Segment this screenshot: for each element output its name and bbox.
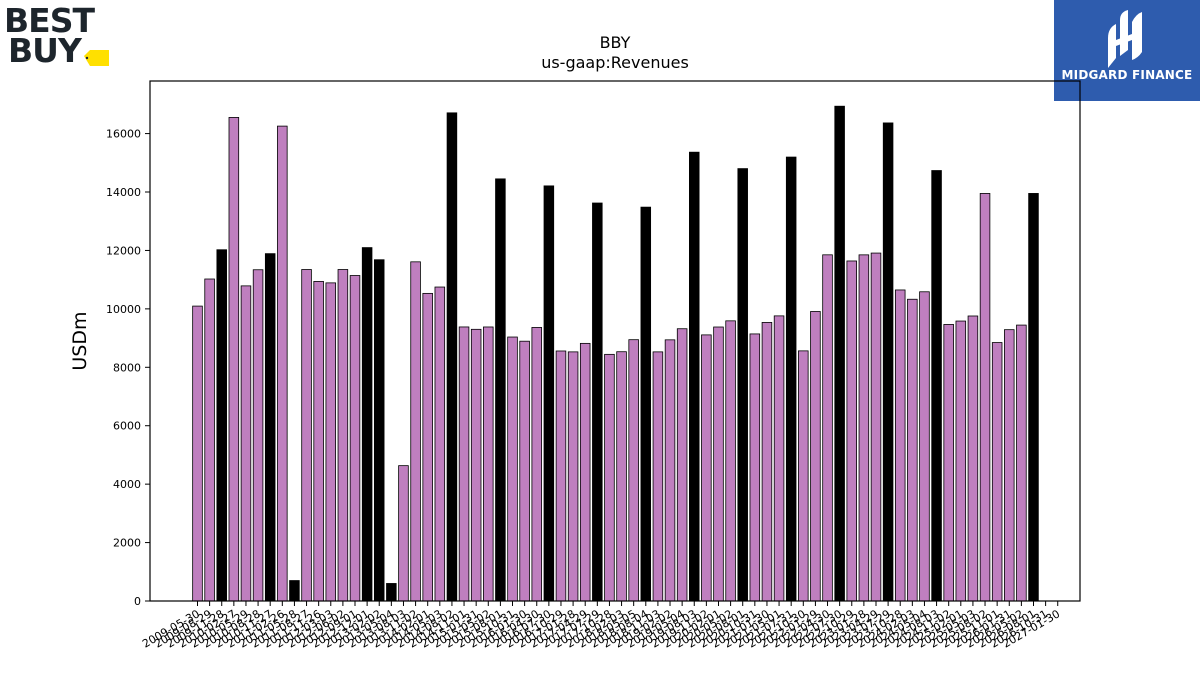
bar-2016-04-30: [531, 327, 542, 602]
bar-2014-11-01: [458, 326, 470, 602]
bar-2022-07-30: [834, 105, 845, 602]
bar-2021-07-31: [785, 156, 797, 602]
bar-2010-11-27: [264, 253, 276, 602]
bar-2010-05-29: [240, 285, 252, 602]
bar-2017-07-29: [592, 202, 603, 602]
bar-2009-08-29: [204, 278, 215, 602]
bar-2021-05-01: [773, 315, 785, 602]
midgard-finance-name: MIDGARD FINANCE: [1061, 68, 1193, 82]
plot-frame: [149, 80, 1081, 602]
bar-2011-02-26: [277, 125, 288, 602]
y-tick-label: 8000: [113, 361, 141, 374]
bar-2016-10-29: [555, 350, 567, 602]
bar-2024-11-02: [943, 324, 954, 602]
bar-2020-10-31: [749, 333, 761, 602]
bar-2022-10-29: [846, 260, 857, 602]
bar-2018-08-04: [640, 206, 652, 602]
x-ticks-group: 2009-05-302009-08-292009-11-282010-02-27…: [140, 601, 1062, 651]
bar-2018-02-03: [616, 351, 627, 602]
bar-2018-11-03: [652, 351, 664, 602]
bar-2011-05-28: [289, 580, 300, 602]
chart-subtitle: us-gaap:Revenues: [541, 53, 689, 72]
bars-group: [192, 105, 1039, 602]
bar-2013-02-02: [373, 259, 385, 602]
bar-2026-01-31: [1004, 329, 1015, 602]
best-buy-logo-line2: BUY: [8, 31, 83, 70]
chart-title: BBY: [600, 33, 631, 52]
bar-2015-01-31: [470, 328, 482, 602]
price-tag-icon: [84, 50, 109, 66]
y-tick-label: 10000: [106, 303, 141, 316]
bar-2017-10-28: [604, 353, 615, 602]
bar-2012-12-01: [361, 247, 373, 602]
bar-2023-01-28: [858, 254, 870, 602]
bar-2014-05-03: [434, 286, 446, 602]
bar-2020-05-02: [725, 320, 736, 602]
bar-2024-02-03: [907, 298, 918, 602]
y-tick-label: 4000: [113, 478, 141, 491]
bar-2018-05-05: [628, 339, 639, 602]
bar-2012-06-02: [337, 269, 349, 602]
bar-2020-08-01: [737, 168, 748, 602]
bar-2010-08-28: [252, 269, 264, 602]
bar-2026-05-02: [1016, 324, 1027, 602]
bar-2015-08-01: [495, 178, 506, 602]
bar-2009-05-30: [192, 305, 203, 602]
bar-2014-08-02: [446, 112, 458, 602]
bar-2024-08-03: [931, 170, 942, 602]
bar-2019-08-03: [689, 151, 700, 602]
bar-2025-08-02: [979, 193, 991, 602]
bar-2009-11-28: [216, 249, 227, 602]
bar-2023-04-29: [870, 252, 882, 602]
bar-2019-11-02: [701, 334, 712, 602]
midgard-finance-logo: MIDGARD FINANCE: [1054, 0, 1200, 101]
bar-2013-08-03: [398, 465, 409, 602]
best-buy-logo-line1: BEST: [4, 1, 95, 40]
y-ticks-group: 0 2000 4000 6000 8000 10000 12000 14000 16000: [106, 128, 150, 608]
y-tick-label: 12000: [106, 244, 141, 257]
bar-2015-05-02: [483, 326, 494, 602]
y-tick-label: 0: [134, 595, 141, 608]
bar-2021-10-30: [798, 350, 809, 602]
bar-2019-05-04: [676, 328, 688, 602]
bar-2021-01-30: [761, 322, 773, 602]
bar-2017-04-29: [579, 342, 591, 602]
midgard-emblem-icon: [1108, 10, 1142, 68]
price-tag-hole: [85, 56, 89, 60]
bar-2014-02-01: [422, 292, 433, 602]
bar-2012-09-01: [349, 275, 361, 602]
bar-2015-10-31: [507, 336, 518, 602]
y-tick-label: 2000: [113, 537, 141, 550]
bar-2012-03-03: [325, 282, 337, 602]
bar-2022-04-30: [822, 254, 833, 602]
bar-2026-08-01: [1028, 193, 1039, 602]
bar-2013-11-02: [410, 261, 421, 602]
bar-2017-01-28: [567, 351, 579, 602]
bar-2019-02-02: [664, 339, 676, 602]
best-buy-logo: BEST BUY: [0, 0, 120, 75]
bar-2013-05-04: [386, 583, 397, 602]
bar-2023-10-28: [894, 289, 906, 602]
bar-2010-02-27: [228, 117, 240, 602]
bar-2025-02-01: [955, 320, 967, 602]
bar-2011-08-27: [301, 269, 312, 602]
y-tick-label: 14000: [106, 186, 141, 199]
bar-2016-07-30: [543, 185, 555, 602]
bar-2025-11-01: [991, 342, 1003, 602]
bar-2016-01-30: [519, 340, 530, 602]
bar-2011-11-26: [313, 281, 324, 602]
bar-2020-02-01: [713, 326, 724, 602]
bar-2023-07-29: [882, 122, 894, 602]
bar-2025-05-03: [967, 315, 979, 602]
y-tick-label: 6000: [113, 420, 141, 433]
y-axis-label: USDm: [69, 311, 91, 370]
bar-2024-05-04: [919, 291, 930, 602]
bar-2022-01-29: [810, 311, 821, 602]
y-tick-label: 16000: [106, 128, 141, 141]
